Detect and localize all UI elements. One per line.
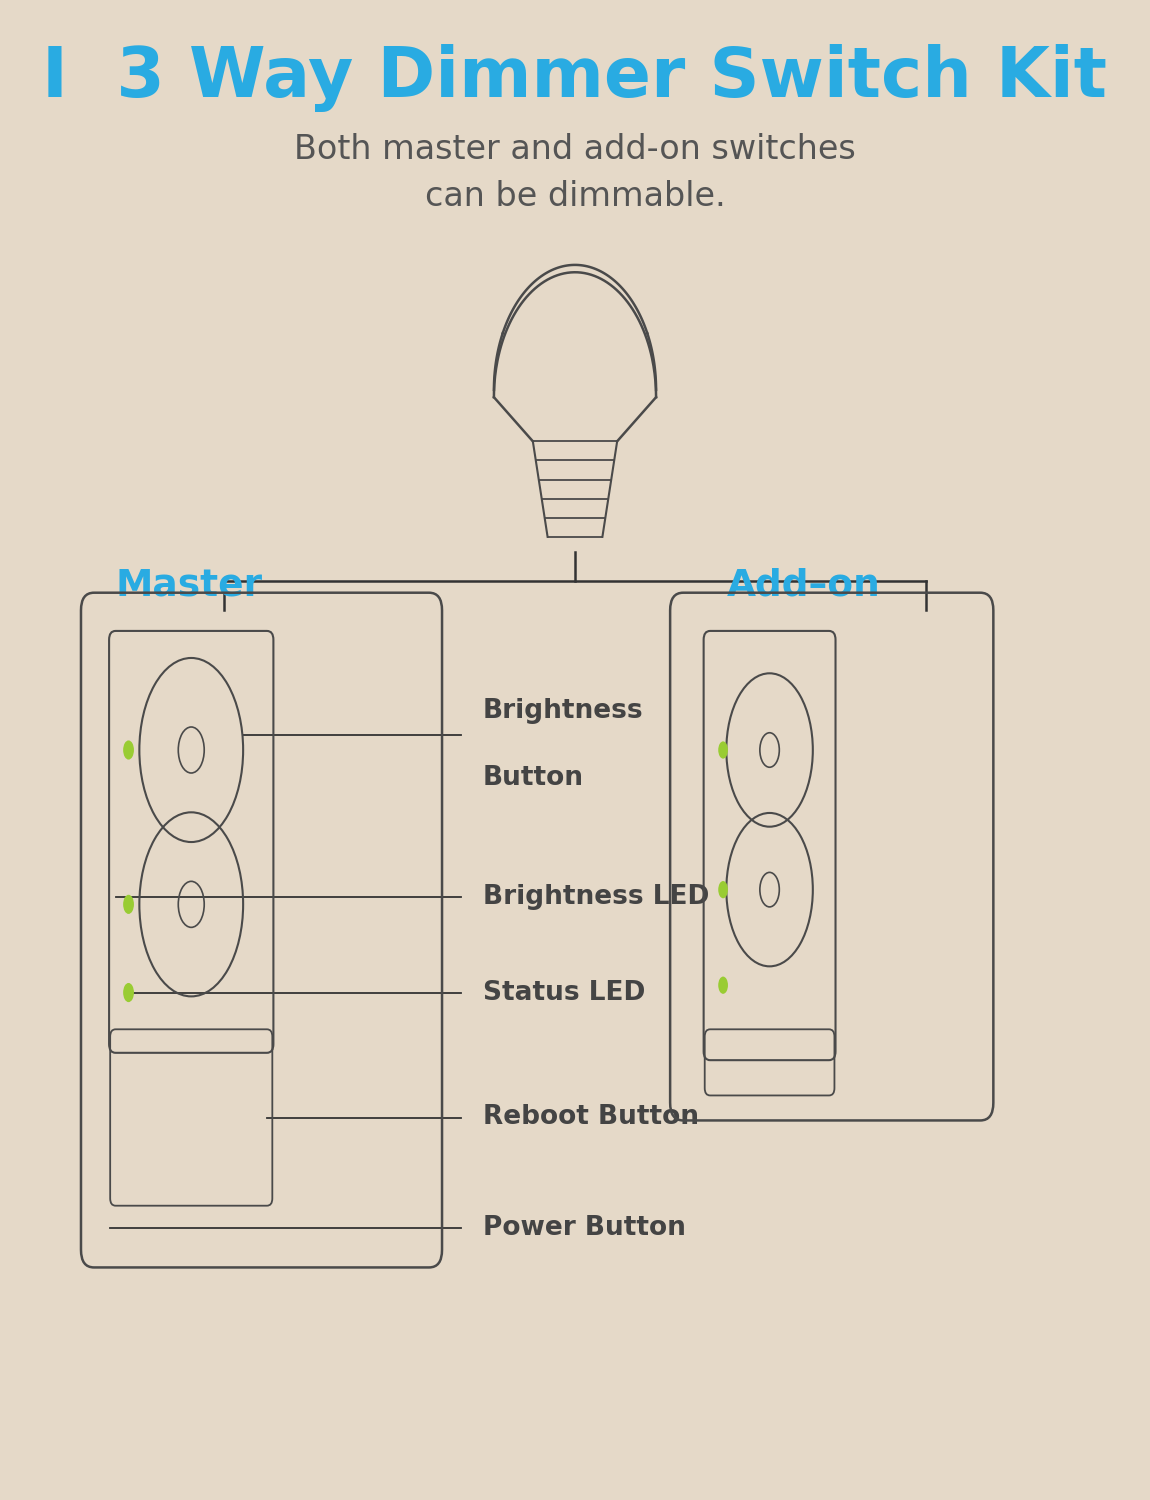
Text: Add–on: Add–on [727,567,880,603]
Text: Power Button: Power Button [483,1215,687,1240]
Text: Master: Master [115,567,262,603]
Ellipse shape [719,741,728,759]
Ellipse shape [719,976,728,994]
Text: Reboot Button: Reboot Button [483,1104,699,1131]
Ellipse shape [123,896,133,914]
Ellipse shape [123,741,133,759]
Text: Button: Button [483,765,584,790]
Text: Brightness: Brightness [483,698,644,723]
Text: I  3 Way Dimmer Switch Kit: I 3 Way Dimmer Switch Kit [43,45,1107,112]
Ellipse shape [123,982,133,1002]
Ellipse shape [719,880,728,898]
Text: Brightness LED: Brightness LED [483,884,710,910]
Text: Both master and add-on switches: Both master and add-on switches [294,132,856,165]
Text: can be dimmable.: can be dimmable. [424,180,726,213]
Text: Status LED: Status LED [483,980,645,1005]
